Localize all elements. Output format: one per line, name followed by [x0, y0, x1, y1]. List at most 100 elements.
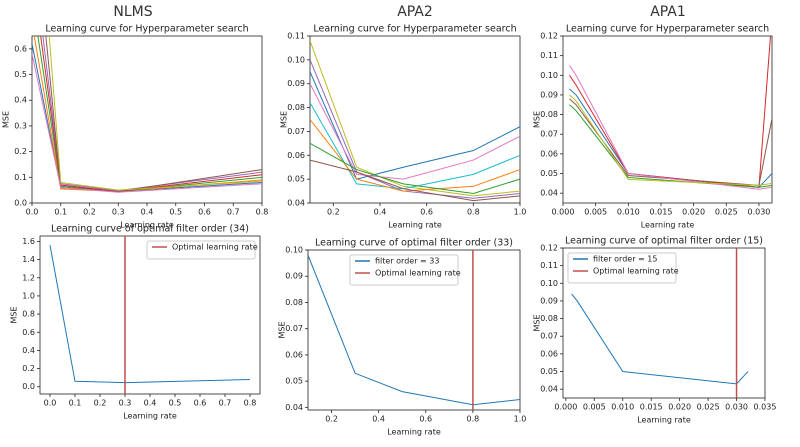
x-axis-label: Learning rate — [120, 221, 174, 230]
plot-content — [571, 248, 749, 398]
x-tick-label: 0.6 — [194, 399, 207, 408]
plot-content — [308, 250, 520, 410]
x-tick-label: 0.020 — [682, 208, 705, 217]
x-tick-label: 0.2 — [83, 208, 96, 217]
x-tick-label: 0.000 — [554, 403, 577, 412]
x-tick-label: 0.6 — [419, 415, 432, 424]
y-tick-label: 0.1 — [14, 173, 27, 182]
line-series — [48, 36, 262, 191]
chart: Learning curve for Hyperparameter search… — [2, 24, 269, 230]
column-header: APA2 — [397, 4, 433, 20]
legend: Optimal learning rate — [146, 240, 258, 260]
y-tick-label: 0.0 — [22, 382, 35, 391]
y-tick-label: 0.11 — [540, 51, 558, 60]
y-axis-label: MSE — [2, 111, 11, 128]
y-tick-label: 0.11 — [287, 32, 305, 41]
y-tick-label: 0.2 — [22, 364, 35, 373]
x-tick-label: 0.1 — [54, 208, 67, 217]
y-axis-label: MSE — [10, 306, 19, 323]
line-series — [310, 83, 520, 180]
x-tick-label: 0.7 — [227, 208, 240, 217]
y-tick-label: 0.10 — [287, 55, 305, 64]
chart: Learning curve for Hyperparameter search… — [280, 24, 527, 230]
y-tick-label: 0.10 — [285, 246, 303, 255]
x-tick-label: 1.0 — [514, 208, 527, 217]
y-tick-label: 0.5 — [14, 70, 27, 79]
chart-title: Learning curve of optimal filter order (… — [315, 238, 513, 249]
chart-title: Learning curve for Hyperparameter search — [45, 24, 248, 35]
y-tick-label: 0.10 — [540, 71, 558, 80]
line-series — [310, 142, 520, 194]
x-tick-label: 0.030 — [747, 208, 770, 217]
y-tick-label: 0.05 — [285, 377, 303, 386]
plot-area — [309, 35, 521, 204]
chart: Learning curve of optimal filter order (… — [533, 236, 777, 425]
y-tick-label: 0.4 — [22, 346, 35, 355]
x-tick-label: 0.6 — [198, 208, 211, 217]
legend-label: Optimal learning rate — [172, 243, 258, 252]
legend-label: filter order = 15 — [593, 255, 657, 264]
x-tick-label: 0.015 — [650, 208, 673, 217]
y-tick-label: 0.11 — [540, 261, 558, 270]
y-tick-label: 1.0 — [22, 291, 35, 300]
x-tick-label: 0.1 — [69, 399, 82, 408]
y-tick-label: 0.08 — [540, 110, 558, 119]
y-tick-label: 0.6 — [22, 328, 35, 337]
legend-box — [349, 254, 459, 286]
legend-label: Optimal learning rate — [593, 267, 679, 276]
y-tick-label: 0.10 — [540, 279, 558, 288]
line-series — [308, 255, 520, 406]
y-tick-label: 0.08 — [285, 298, 303, 307]
column-header: NLMS — [113, 4, 152, 20]
y-tick-label: 0.05 — [287, 175, 305, 184]
line-series — [37, 36, 262, 192]
x-tick-label: 0.2 — [327, 208, 340, 217]
x-tick-label: 0.5 — [169, 208, 182, 217]
x-tick-label: 1.0 — [514, 415, 527, 424]
x-tick-label: 0.010 — [611, 403, 634, 412]
chart: Learning curve of optimal filter order (… — [278, 238, 527, 437]
y-tick-label: 0.04 — [287, 199, 305, 208]
x-tick-label: 0.3 — [119, 399, 132, 408]
chart-title: Learning curve for Hyperparameter search — [566, 24, 769, 35]
chart-title: Learning curve for Hyperparameter search — [313, 24, 516, 35]
column-header: APA1 — [650, 4, 686, 20]
plot-area — [39, 235, 261, 395]
y-tick-label: 0.2 — [14, 147, 27, 156]
y-tick-label: 0.07 — [285, 324, 303, 333]
x-tick-label: 0.4 — [374, 208, 387, 217]
y-tick-label: 0.3 — [14, 121, 27, 130]
y-tick-label: 1.6 — [22, 237, 35, 246]
y-tick-label: 0.4 — [14, 96, 27, 105]
x-tick-label: 0.3 — [112, 208, 125, 217]
y-tick-label: 0.12 — [540, 32, 558, 41]
y-tick-label: 0.06 — [287, 151, 305, 160]
x-tick-label: 0.8 — [256, 208, 269, 217]
x-axis-label: Learning rate — [123, 412, 177, 421]
chart: Learning curve for Hyperparameter search… — [533, 24, 773, 230]
plot-content — [49, 236, 251, 394]
line-series — [569, 98, 772, 186]
x-tick-label: 0.0 — [44, 399, 57, 408]
x-tick-label: 0.4 — [372, 415, 385, 424]
line-series — [49, 244, 251, 384]
y-axis-label: MSE — [280, 111, 289, 128]
y-tick-label: 0.08 — [287, 103, 305, 112]
line-series — [569, 94, 772, 186]
legend-box — [567, 252, 677, 284]
x-tick-label: 0.2 — [325, 415, 338, 424]
line-series — [569, 65, 772, 190]
plot-area — [31, 35, 263, 204]
x-tick-label: 0.6 — [420, 208, 433, 217]
y-tick-label: 0.09 — [540, 296, 558, 305]
line-series — [32, 53, 262, 193]
y-tick-label: 1.4 — [22, 255, 35, 264]
x-tick-label: 0.2 — [94, 399, 107, 408]
x-tick-label: 0.5 — [169, 399, 182, 408]
y-tick-label: 1.2 — [22, 273, 35, 282]
x-axis-label: Learning rate — [637, 416, 691, 425]
line-series — [310, 40, 520, 197]
legend: filter order = 15 Optimal learning rate — [567, 252, 679, 284]
x-tick-label: 0.7 — [219, 399, 232, 408]
